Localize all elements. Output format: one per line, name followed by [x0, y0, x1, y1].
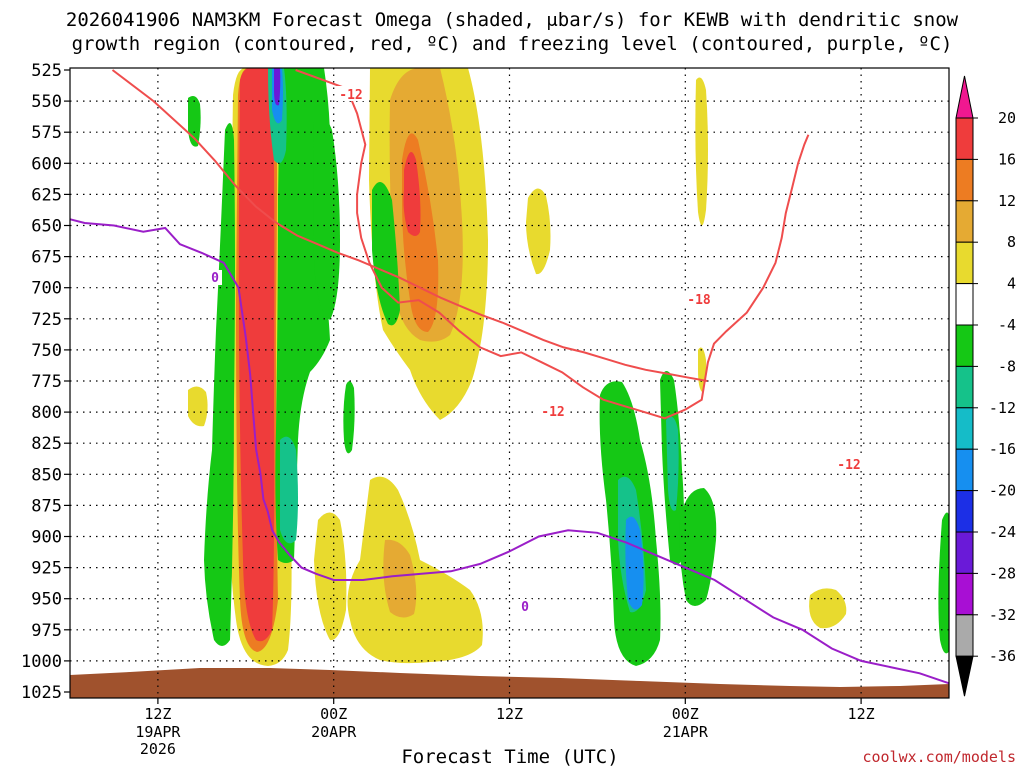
y-tick-label: 925	[31, 559, 62, 579]
omega-blob-teal-center-left	[280, 436, 298, 544]
omega-blob-yellow-lower-center	[347, 476, 483, 664]
colorbar-label: -8	[998, 357, 1016, 375]
y-tick-label: 550	[31, 92, 62, 112]
colorbar-bin	[955, 490, 974, 533]
omega-blob-teal-thin-lower	[666, 416, 679, 511]
colorbar-label: 4	[1007, 275, 1016, 293]
y-tick-label: 525	[31, 61, 62, 81]
contour-label-freezing-right: 0	[521, 600, 529, 615]
chart-title-line-2: growth region (contoured, red, ºC) and f…	[72, 33, 953, 55]
y-tick-label: 700	[31, 279, 62, 299]
x-tick-year: 2026	[140, 740, 176, 758]
colorbar-label: 8	[1007, 233, 1016, 251]
omega-blob-blue-lower-right	[625, 516, 644, 610]
colorbar-bin	[955, 407, 974, 450]
colorbar-bin	[955, 283, 974, 326]
y-tick-label: 575	[31, 123, 62, 143]
colorbar-label: 20	[998, 109, 1016, 127]
x-tick-date: 20APR	[311, 723, 357, 741]
chart-title-line-1: 2026041906 NAM3KM Forecast Omega (shaded…	[66, 9, 959, 31]
colorbar-label: -24	[989, 523, 1016, 541]
colorbar-bin	[955, 448, 974, 492]
contours	[70, 69, 949, 685]
y-tick-label: 625	[31, 185, 62, 205]
y-tick-label: 650	[31, 217, 62, 237]
colorbar-bin	[955, 200, 974, 243]
x-axis-label: Forecast Time (UTC)	[401, 746, 618, 768]
omega-blob-yellow-left-edge	[314, 512, 347, 641]
colorbar: 20 16 12 8 4 -4 -8 -12 -16 -20 -24 -28 -32 -36	[955, 75, 1016, 697]
y-tick-label: 750	[31, 341, 62, 361]
y-tick-label: 600	[31, 154, 62, 174]
colorbar-bin	[955, 241, 974, 285]
x-tick-date: 19APR	[135, 723, 181, 741]
dgz-lower-contour	[111, 69, 708, 382]
colorbar-top-arrow	[955, 75, 974, 119]
omega-blob-purple-top-left	[274, 68, 281, 106]
omega-blob-green-strip	[372, 182, 400, 326]
colorbar-bin	[955, 531, 974, 574]
y-tick-label: 950	[31, 590, 62, 610]
colorbar-label: 16	[998, 150, 1016, 168]
gridlines	[70, 68, 949, 698]
dgz-upper-contour	[295, 69, 810, 420]
colorbar-label: 12	[998, 192, 1016, 210]
omega-shading-positive	[188, 68, 847, 666]
freezing-level-contour	[70, 218, 949, 685]
omega-blob-red-center	[403, 152, 421, 236]
omega-blob-green-left-column	[204, 122, 235, 646]
colorbar-label: -20	[989, 482, 1016, 500]
colorbar-label: -32	[989, 606, 1016, 624]
colorbar-bin	[955, 614, 974, 657]
credit-text: coolwx.com/models	[862, 748, 1016, 766]
y-tick-label: 875	[31, 496, 62, 516]
colorbar-bin	[955, 324, 974, 367]
y-tick-label: 1025	[21, 683, 62, 703]
x-tick-label: 12Z	[144, 705, 171, 723]
y-tick-label: 900	[31, 528, 62, 548]
omega-blob-yellow-thin-right	[695, 77, 708, 226]
colorbar-bin	[955, 572, 974, 616]
contour-label-dgz-middle: -18	[687, 293, 711, 308]
x-tick-label: 12Z	[848, 705, 875, 723]
colorbar-bin	[955, 365, 974, 409]
terrain-fill	[70, 668, 949, 698]
omega-blob-red-left	[238, 68, 275, 642]
plot-area: -12 -18 -12 -12 0 0	[70, 68, 949, 698]
x-tick-label: 12Z	[496, 705, 523, 723]
x-tick-label: 00Z	[320, 705, 347, 723]
colorbar-bin	[955, 117, 974, 160]
omega-blob-yellow-far-left-top	[188, 386, 208, 427]
y-tick-label: 825	[31, 434, 62, 454]
colorbar-label: -36	[989, 647, 1016, 665]
colorbar-label: -16	[989, 440, 1016, 458]
contour-label-dgz-right: -12	[837, 458, 860, 473]
y-tick-label: 975	[31, 621, 62, 641]
y-tick-label: 675	[31, 248, 62, 268]
colorbar-label: -4	[998, 316, 1016, 334]
contour-label-dgz-lower: -12	[541, 405, 564, 420]
y-tick-label: 850	[31, 465, 62, 485]
omega-blob-green-small-top-left	[188, 96, 201, 147]
contour-label-dgz-top: -12	[339, 88, 362, 103]
y-axis: 525 550 575 600 625 650 675 700 725 750 775 800 825 8…	[21, 61, 70, 703]
y-tick-label: 775	[31, 372, 62, 392]
x-tick-label: 00Z	[672, 705, 699, 723]
omega-blob-green-far-right-edge	[938, 512, 949, 654]
colorbar-label: -28	[989, 564, 1016, 582]
x-tick-date: 21APR	[663, 723, 709, 741]
colorbar-label: -12	[989, 399, 1016, 417]
y-tick-label: 725	[31, 310, 62, 330]
omega-blob-green-center-thin	[343, 381, 355, 454]
omega-blob-yellow-upper-mid	[526, 188, 551, 275]
y-tick-label: 1000	[21, 652, 62, 672]
colorbar-bin	[955, 158, 974, 202]
colorbar-bottom-arrow	[955, 655, 974, 697]
contour-labels: -12 -18 -12 -12 0 0	[208, 86, 864, 615]
y-tick-label: 800	[31, 403, 62, 423]
contour-label-freezing-left: 0	[211, 271, 219, 286]
